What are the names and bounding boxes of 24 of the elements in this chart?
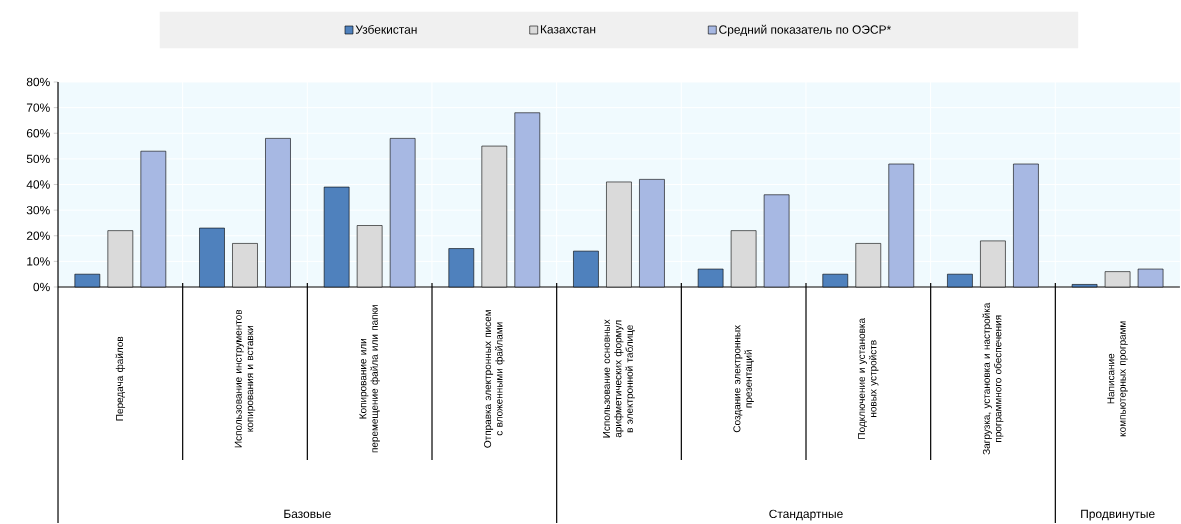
y-tick-label: 30% [26,205,50,215]
x-tick-label: Передача файлов [115,336,126,421]
x-tick-label: Использование инструментов копирования и вставки [234,310,256,448]
y-tick-label: 60% [26,129,50,138]
text: Стандартные [769,509,843,521]
x-tick-label: Подключение и установка новых устройств [858,318,879,439]
y-tick-label: 20% [26,231,50,241]
y-tick-label: 50% [26,154,50,164]
y-tick-label: 10% [27,257,50,266]
x-tick-label: Создание электронных презентаций [733,325,754,433]
y-tick-label: 70% [26,103,50,112]
y-tick-label: 80% [26,77,50,87]
text: Базовые [284,509,331,519]
y-tick-label: 0% [33,282,50,292]
text: Продвинутые [1081,509,1155,521]
x-tick-label: Копирование или перемещение файла или папки [359,305,380,453]
y-tick-label: 40% [26,180,50,189]
x-tick-label: Загрузка, установка и настройка программного обеспечения [982,302,1004,455]
legend-label: Казахстан [540,25,596,34]
x-tick-label: Использование основных арифметических формул в электронной таблице [603,319,635,438]
x-tick-label: Отправка электронных писем с вложенными файлами [484,310,505,448]
legend-label: Узбекистан [355,24,417,34]
x-tick-label: Написание компьютерных программ [1107,321,1128,437]
legend-label: Средний показатель по ОЭСР* [719,24,892,37]
